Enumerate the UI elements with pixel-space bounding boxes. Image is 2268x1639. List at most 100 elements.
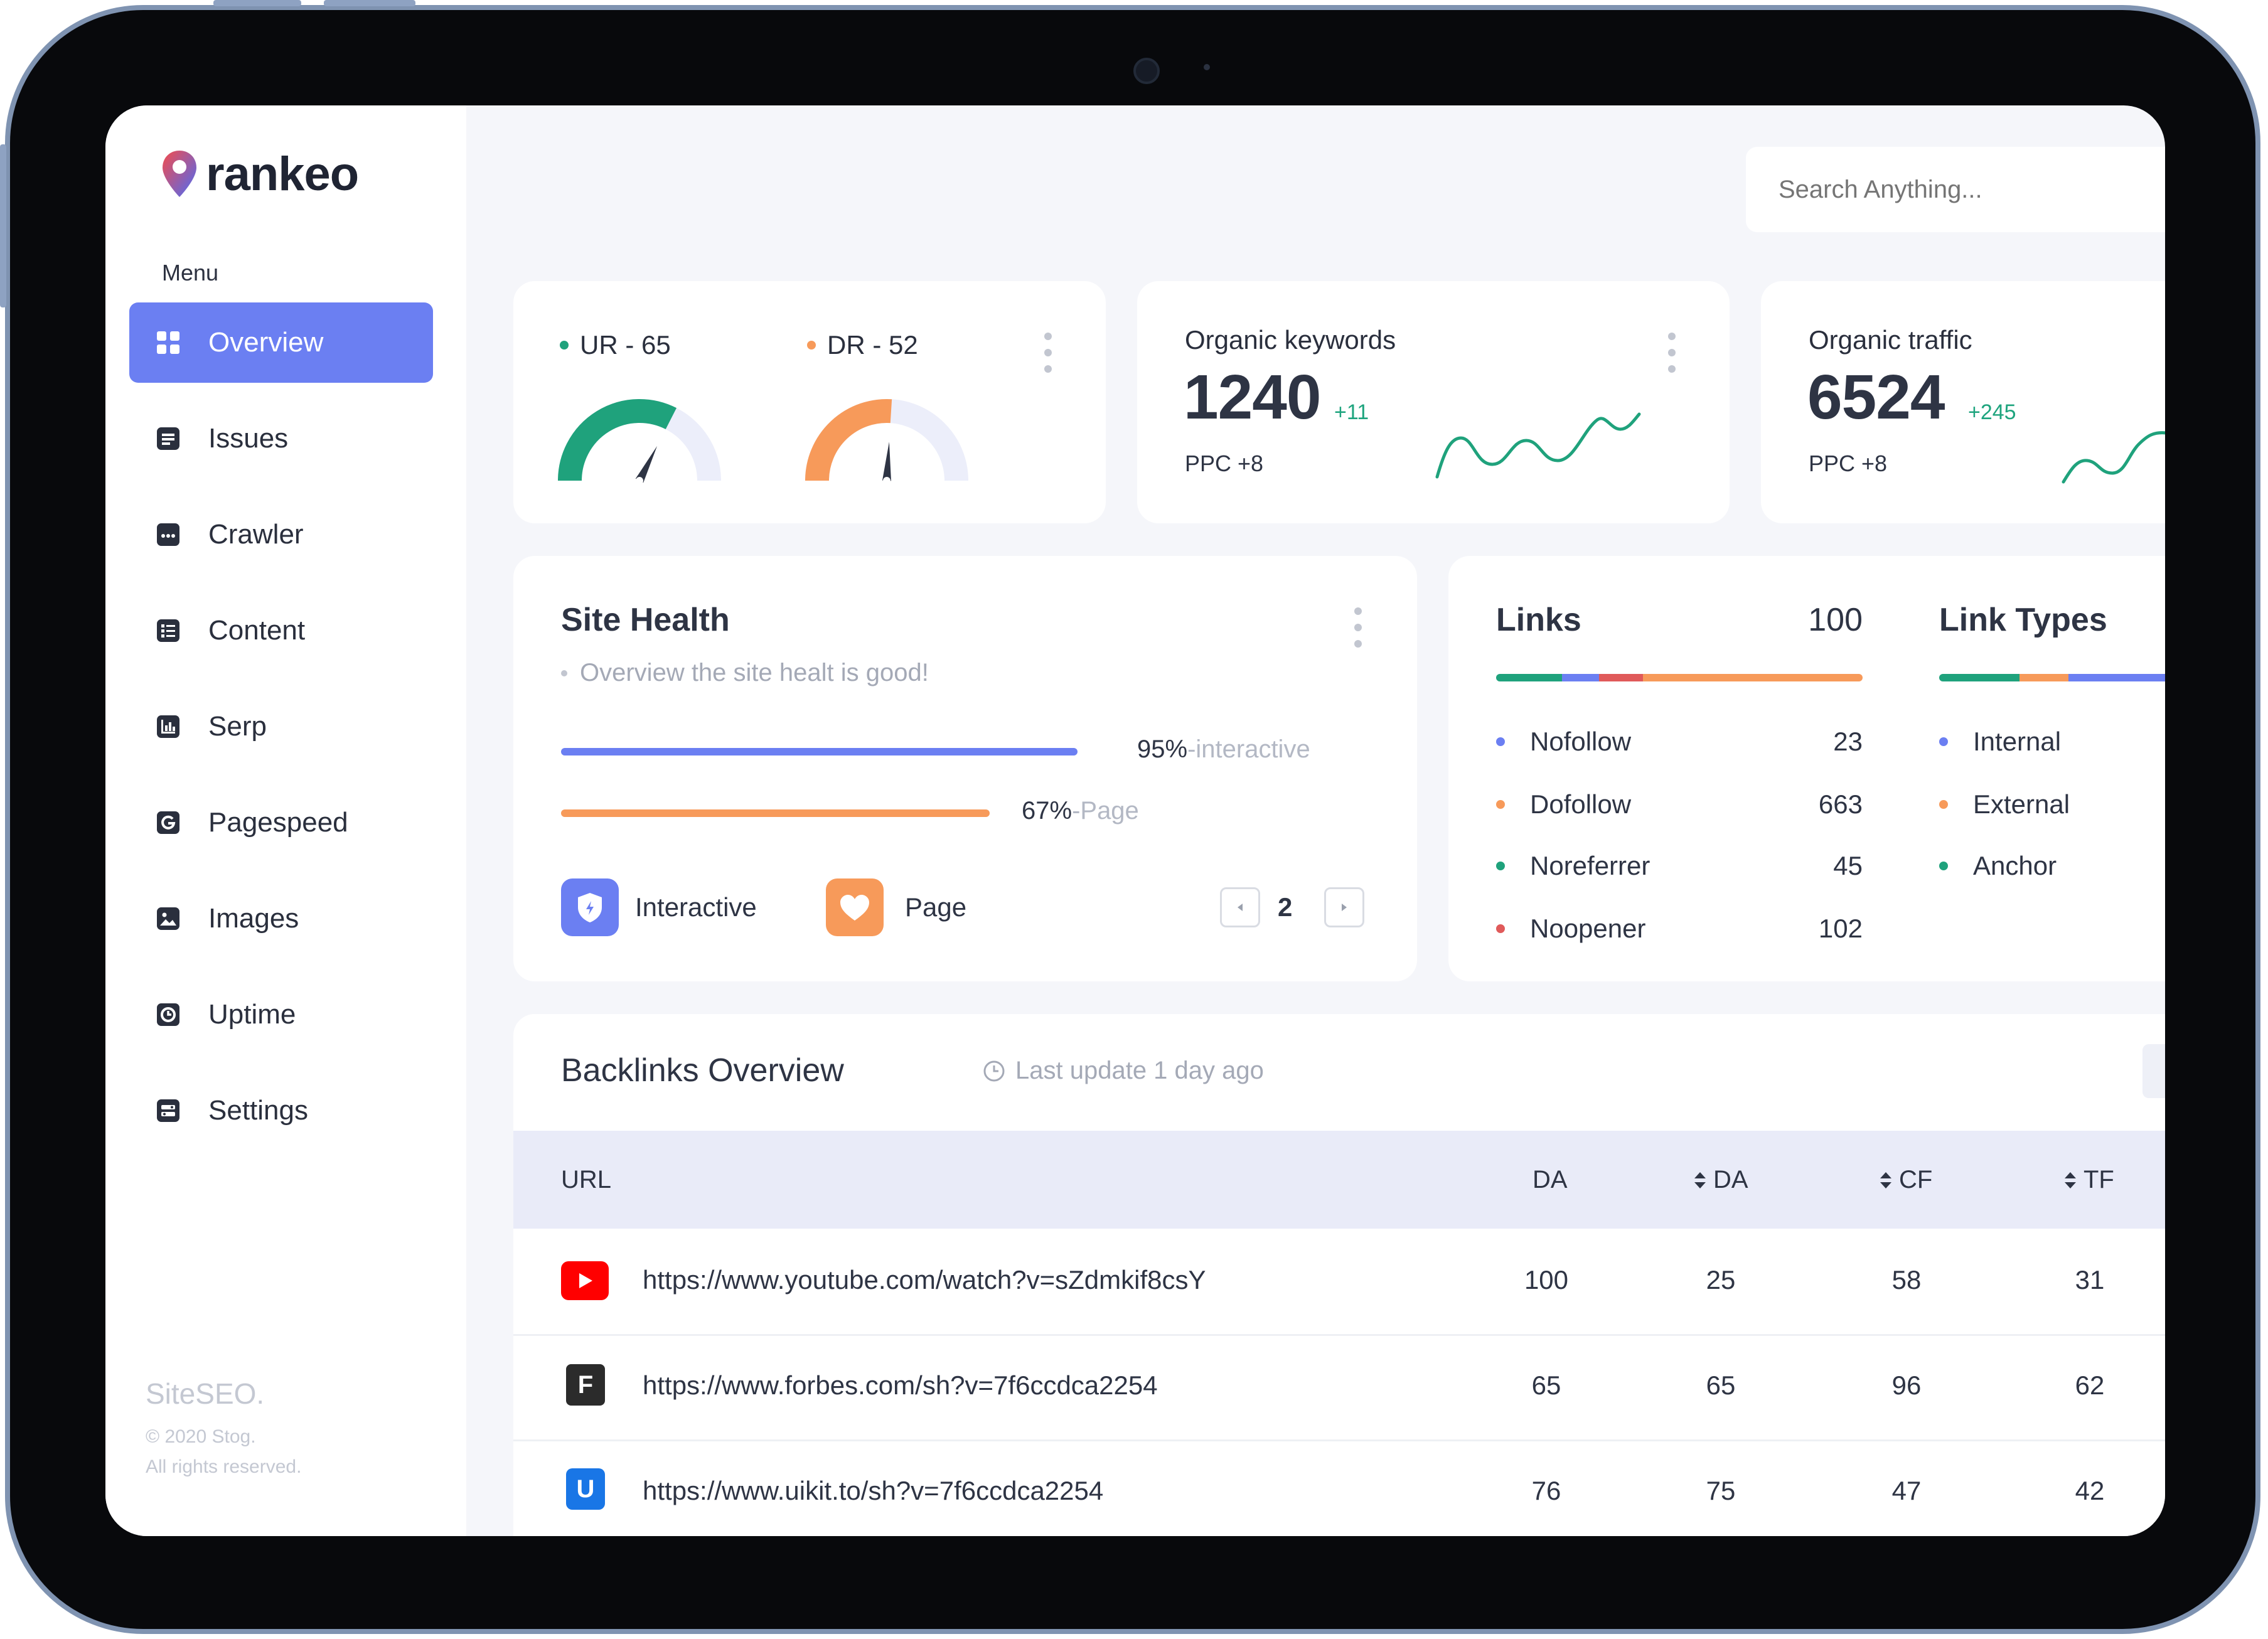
- forbes-icon: F: [566, 1364, 605, 1406]
- sidebar-item-label: Overview: [208, 327, 324, 358]
- backlinks-card: Backlinks Overview Last update 1 day ago…: [513, 1014, 2165, 1536]
- ur-label-text: UR - 65: [580, 330, 671, 360]
- dofollow-label: Dofollow: [1530, 789, 1632, 819]
- links-total: 100: [1808, 602, 1863, 638]
- menu-label: Menu: [162, 260, 219, 286]
- organic-keywords-ppc: PPC +8: [1185, 451, 1264, 476]
- site-health-more-icon[interactable]: [1354, 607, 1362, 656]
- clock-icon: [983, 1060, 1005, 1081]
- sort-icon: [1880, 1172, 1891, 1188]
- logo[interactable]: rankeo: [161, 147, 359, 201]
- sidebar-item-issues[interactable]: Issues: [129, 398, 433, 479]
- row-da: 65: [1531, 1370, 1561, 1400]
- row-url[interactable]: https://www.youtube.com/watch?v=sZdmkif8…: [643, 1265, 1206, 1295]
- sidebar-item-settings[interactable]: Settings: [129, 1070, 433, 1151]
- table-row[interactable]: U https://www.uikit.to/sh?v=7f6ccdca2254…: [513, 1439, 2165, 1536]
- links-segment-1: [1562, 674, 1599, 681]
- row-url[interactable]: https://www.uikit.to/sh?v=7f6ccdca2254: [643, 1476, 1104, 1505]
- chart-icon: [156, 714, 181, 739]
- dofollow-value: 663: [1818, 789, 1863, 819]
- ratings-more-icon[interactable]: [1044, 333, 1052, 382]
- sidebar-item-label: Crawler: [208, 519, 304, 550]
- site-health-card: Site Health Overview the site healt is g…: [513, 556, 1417, 981]
- ur-gauge-needle: [635, 446, 658, 483]
- sidebar-item-content[interactable]: Content: [129, 590, 433, 671]
- table-row[interactable]: https://www.youtube.com/watch?v=sZdmkif8…: [513, 1229, 2165, 1336]
- anchor-label: Anchor: [1973, 851, 2057, 880]
- noopener-value: 102: [1818, 914, 1863, 943]
- last-update-text: Last update 1 day ago: [1015, 1057, 1264, 1084]
- noreferrer-label: Noreferrer: [1530, 851, 1650, 880]
- external-dot: [1939, 800, 1948, 809]
- row-tf: 62: [2075, 1370, 2105, 1400]
- table-row[interactable]: F https://www.forbes.com/sh?v=7f6ccdca22…: [513, 1334, 2165, 1441]
- interactive-bar-fill: [561, 748, 1078, 755]
- sidebar-item-images[interactable]: Images: [129, 878, 433, 959]
- sidebar-item-uptime[interactable]: Uptime: [129, 974, 433, 1055]
- ur-gauge: [558, 399, 721, 484]
- row-url[interactable]: https://www.forbes.com/sh?v=7f6ccdca2254: [643, 1370, 1158, 1400]
- row-tf: 31: [2075, 1265, 2105, 1295]
- dr-gauge-hub: [883, 477, 891, 484]
- page-suffix: -Page: [1072, 797, 1139, 825]
- links-segment-2: [1598, 674, 1643, 681]
- dr-gauge: [805, 399, 968, 484]
- footer-brand: SiteSEO.: [146, 1377, 265, 1410]
- column-header-da[interactable]: DA: [1533, 1166, 1568, 1193]
- column-header-da2-text: DA: [1713, 1166, 1748, 1193]
- screen: rankeo Menu Overview Issues Crawler: [105, 105, 2165, 1536]
- heart-icon: [826, 878, 884, 936]
- site-health-title: Site Health: [561, 602, 730, 638]
- links-item-noreferrer: Noreferrer: [1496, 851, 1650, 881]
- link-types-title: Link Types: [1939, 602, 2107, 638]
- interactive-percent: 95%: [1137, 735, 1188, 763]
- column-header-url[interactable]: URL: [561, 1166, 612, 1193]
- row-da2: 75: [1706, 1476, 1736, 1505]
- column-header-cf[interactable]: CF: [1879, 1166, 1932, 1194]
- location-pin-icon: [163, 150, 196, 197]
- link-types-distribution-bar: [1939, 674, 2165, 681]
- hardware-button-top-2: [324, 0, 415, 6]
- sidebar-item-serp[interactable]: Serp: [129, 686, 433, 767]
- subtitle-bullet: [561, 670, 567, 676]
- dots-icon: [156, 522, 181, 547]
- organic-keywords-sparkline: [1435, 412, 1641, 479]
- sidebar-item-label: Uptime: [208, 999, 296, 1030]
- sidebar-item-crawler[interactable]: Crawler: [129, 494, 433, 575]
- sidebar-item-overview[interactable]: Overview: [129, 302, 433, 383]
- column-header-tf[interactable]: TF: [2063, 1166, 2114, 1194]
- hardware-button-top-1: [213, 0, 301, 6]
- sidebar-item-label: Issues: [208, 423, 289, 454]
- links-title: Links: [1496, 602, 1581, 638]
- interactive-bar-track: [561, 748, 1105, 755]
- row-da2: 25: [1706, 1265, 1736, 1295]
- sidebar-item-label: Pagespeed: [208, 807, 348, 838]
- internal-dot: [1939, 737, 1948, 746]
- noopener-label: Noopener: [1530, 914, 1646, 943]
- backlinks-action-button[interactable]: [2142, 1044, 2165, 1098]
- chevron-left-icon: [1238, 904, 1243, 911]
- pager-prev-button[interactable]: [1220, 887, 1260, 927]
- dofollow-dot: [1496, 800, 1505, 809]
- column-header-cf-text: CF: [1899, 1166, 1933, 1193]
- sidebar-item-pagespeed[interactable]: Pagespeed: [129, 782, 433, 863]
- nofollow-dot: [1496, 737, 1505, 746]
- site-health-subtitle: Overview the site healt is good!: [561, 659, 929, 687]
- organic-traffic-card: Organic traffic 6524 +245 PPC +8: [1761, 281, 2165, 523]
- ratings-card: UR - 65 DR - 52: [513, 281, 1106, 523]
- clock-icon: [156, 1002, 181, 1027]
- organic-keywords-more-icon[interactable]: [1668, 333, 1676, 382]
- pager-next-button[interactable]: [1324, 887, 1364, 927]
- column-header-da-sortable[interactable]: DA: [1693, 1166, 1748, 1194]
- nofollow-value: 23: [1833, 727, 1863, 756]
- organic-traffic-value: 6524: [1807, 362, 1945, 432]
- noopener-dot: [1496, 924, 1505, 933]
- search-input[interactable]: [1746, 147, 2165, 232]
- rights-text: All rights reserved.: [146, 1456, 302, 1477]
- sidebar: rankeo Menu Overview Issues Crawler: [105, 105, 466, 1536]
- legend-page-label: Page: [905, 892, 967, 922]
- interactive-bar-label: 95%-interactive: [1137, 735, 1310, 764]
- sidebar-item-label: Settings: [208, 1095, 308, 1126]
- links-item-dofollow: Dofollow: [1496, 789, 1631, 820]
- sidebar-item-label: Images: [208, 903, 299, 934]
